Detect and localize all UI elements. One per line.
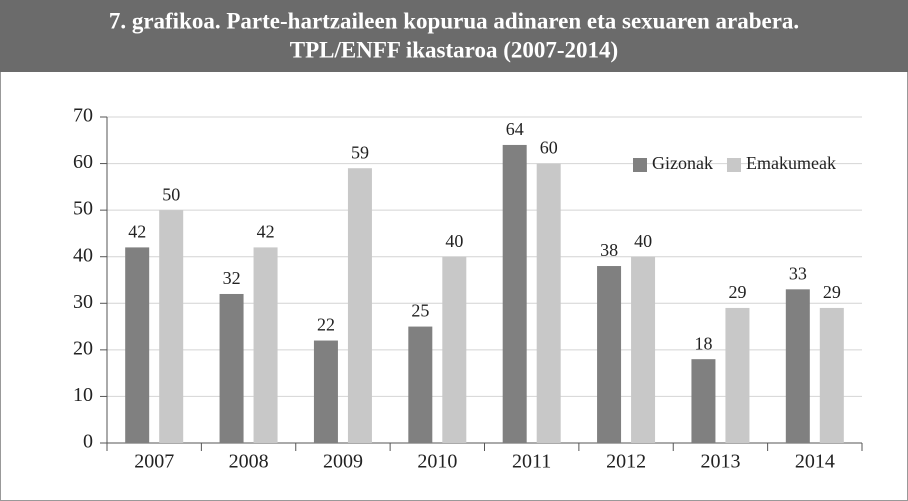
bar bbox=[253, 247, 278, 443]
bar bbox=[785, 289, 810, 443]
bar bbox=[631, 256, 656, 443]
x-tick-label: 2013 bbox=[700, 451, 740, 473]
value-label: 25 bbox=[411, 301, 429, 321]
chart-title: 7. grafikoa. Parte-hartzaileen kopurua a… bbox=[109, 8, 799, 33]
bar bbox=[536, 163, 561, 444]
bar bbox=[691, 359, 716, 443]
value-label: 59 bbox=[351, 142, 369, 162]
value-label: 50 bbox=[162, 184, 180, 204]
bar bbox=[347, 168, 372, 443]
value-label: 64 bbox=[506, 119, 524, 139]
bar bbox=[313, 340, 338, 443]
value-label: 38 bbox=[600, 240, 618, 260]
value-label: 40 bbox=[445, 231, 463, 251]
y-tick-label: 30 bbox=[73, 291, 93, 313]
y-tick-label: 0 bbox=[83, 431, 93, 453]
value-label: 33 bbox=[789, 263, 807, 283]
bar bbox=[725, 307, 750, 443]
value-label: 42 bbox=[128, 222, 146, 242]
bar bbox=[819, 307, 844, 443]
legend-swatch bbox=[633, 158, 647, 172]
x-tick-label: 2007 bbox=[134, 451, 174, 473]
value-label: 22 bbox=[317, 315, 335, 335]
value-label: 29 bbox=[728, 282, 746, 302]
value-label: 42 bbox=[257, 222, 275, 242]
value-label: 32 bbox=[223, 268, 241, 288]
value-label: 40 bbox=[634, 231, 652, 251]
bar bbox=[442, 256, 467, 443]
bar bbox=[597, 266, 622, 443]
x-tick-label: 2014 bbox=[795, 451, 835, 473]
x-tick-label: 2009 bbox=[323, 451, 363, 473]
legend-label: Emakumeak bbox=[746, 153, 836, 173]
x-tick-label: 2008 bbox=[229, 451, 269, 473]
bar bbox=[219, 293, 244, 443]
x-tick-label: 2011 bbox=[512, 451, 551, 473]
bar bbox=[125, 247, 150, 443]
value-label: 18 bbox=[694, 333, 712, 353]
bar bbox=[502, 144, 527, 443]
y-tick-label: 20 bbox=[73, 337, 93, 359]
y-tick-label: 40 bbox=[73, 244, 93, 266]
y-tick-label: 10 bbox=[73, 384, 93, 406]
x-tick-label: 2012 bbox=[606, 451, 646, 473]
bar bbox=[159, 210, 184, 443]
chart-title: TPL/ENFF ikastaroa (2007-2014) bbox=[290, 37, 618, 62]
bar bbox=[408, 326, 433, 443]
legend-swatch bbox=[726, 158, 741, 172]
y-tick-label: 60 bbox=[73, 151, 93, 173]
header bbox=[0, 0, 908, 72]
y-tick-label: 50 bbox=[73, 198, 93, 220]
y-tick-label: 70 bbox=[73, 105, 93, 127]
x-tick-label: 2010 bbox=[417, 451, 457, 473]
value-label: 60 bbox=[540, 138, 558, 158]
value-label: 29 bbox=[823, 282, 841, 302]
legend-label: Gizonak bbox=[652, 153, 713, 173]
